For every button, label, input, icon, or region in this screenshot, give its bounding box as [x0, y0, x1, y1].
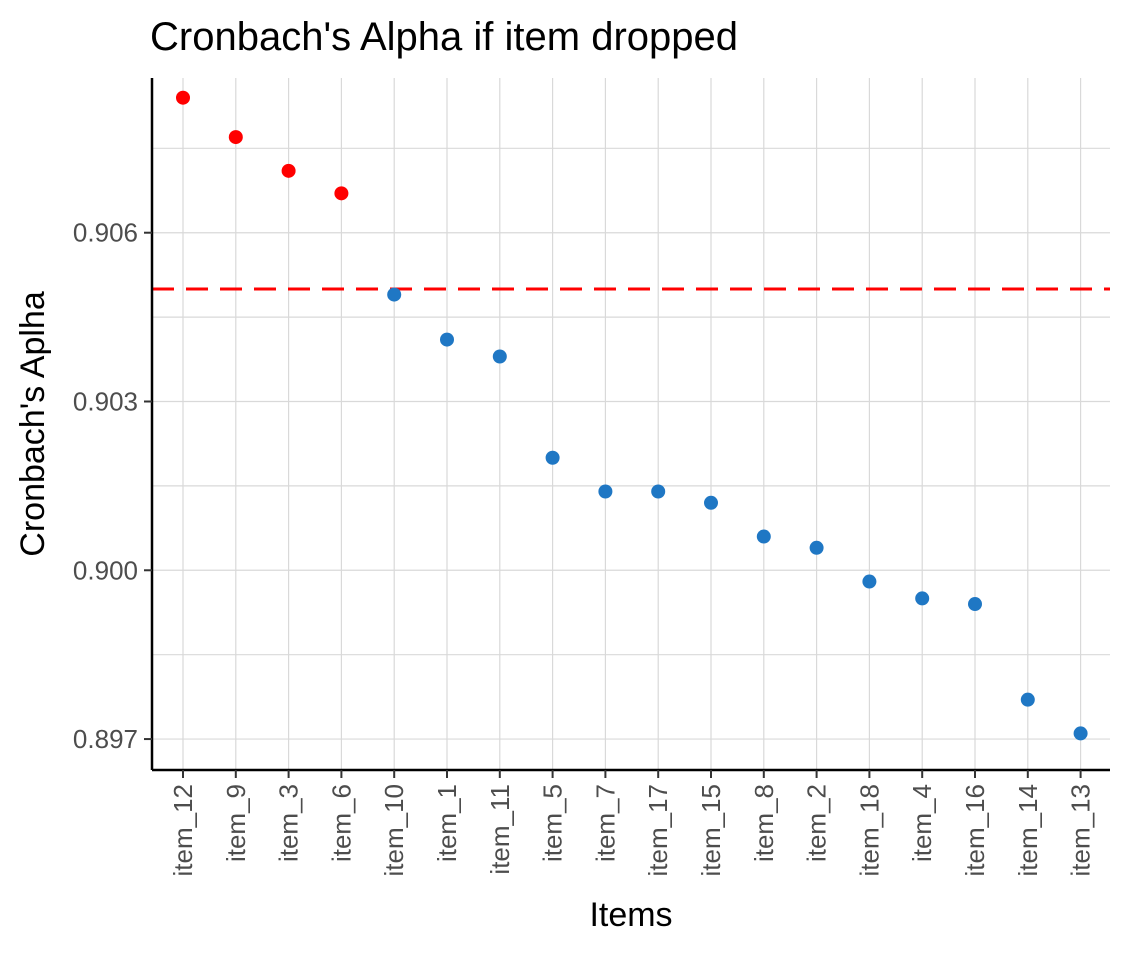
- x-tick-label-item_7: item_7: [590, 784, 620, 862]
- data-point-item_4: [915, 591, 930, 606]
- x-tick-label-item_5: item_5: [538, 784, 568, 862]
- data-point-item_13: [1073, 726, 1088, 741]
- data-point-item_5: [545, 450, 560, 465]
- x-tick-label-item_12: item_12: [168, 784, 198, 877]
- x-axis-label: Items: [589, 896, 672, 934]
- data-point-item_3: [281, 163, 296, 178]
- data-points: [176, 90, 1088, 741]
- data-point-item_11: [492, 349, 507, 364]
- data-point-item_10: [387, 287, 402, 302]
- y-tick-label: 0.897: [73, 724, 138, 754]
- y-tick-labels: 0.897 0.900 0.903 0.906: [73, 218, 152, 754]
- data-point-item_6: [334, 186, 349, 201]
- data-point-item_8: [756, 529, 771, 544]
- y-tick-label: 0.900: [73, 555, 138, 585]
- y-tick-label: 0.903: [73, 386, 138, 416]
- x-tick-label-item_18: item_18: [854, 784, 884, 877]
- chart-title: Cronbach's Alpha if item dropped: [150, 15, 738, 59]
- data-point-item_2: [809, 540, 824, 555]
- x-tick-label-item_8: item_8: [749, 784, 779, 862]
- data-point-item_17: [651, 484, 666, 499]
- x-tick-label-item_14: item_14: [1013, 784, 1043, 877]
- data-point-item_1: [440, 332, 454, 347]
- x-tick-label-item_4: item_4: [907, 784, 937, 862]
- y-axis-label: Cronbach's Aplha: [14, 291, 52, 557]
- data-point-item_14: [1020, 692, 1035, 707]
- x-tick-labels: item_12 item_9 item_3 item_6 item_10 item_1 it…: [168, 770, 1096, 877]
- x-tick-label-item_6: item_6: [326, 784, 356, 862]
- grid-lines: [152, 78, 1110, 770]
- x-tick-label-item_1: item_1: [432, 784, 462, 862]
- y-tick-label: 0.906: [73, 218, 138, 248]
- x-tick-label-item_11: item_11: [485, 784, 515, 875]
- x-tick-label-item_2: item_2: [802, 784, 832, 862]
- x-tick-label-item_9: item_9: [221, 784, 251, 862]
- data-point-item_18: [862, 574, 877, 589]
- data-point-item_15: [704, 495, 718, 510]
- data-point-item_7: [598, 484, 613, 499]
- x-tick-label-item_13: item_13: [1066, 784, 1096, 877]
- data-point-item_16: [968, 597, 982, 612]
- x-tick-label-item_16: item_16: [960, 784, 990, 877]
- x-tick-label-item_3: item_3: [274, 784, 304, 862]
- x-tick-label-item_10: item_10: [379, 784, 409, 877]
- x-tick-label-item_15: item_15: [696, 784, 726, 877]
- data-point-item_12: [176, 90, 190, 105]
- x-tick-label-item_17: item_17: [643, 784, 673, 877]
- data-point-item_9: [228, 130, 243, 145]
- axes: [150, 78, 1110, 772]
